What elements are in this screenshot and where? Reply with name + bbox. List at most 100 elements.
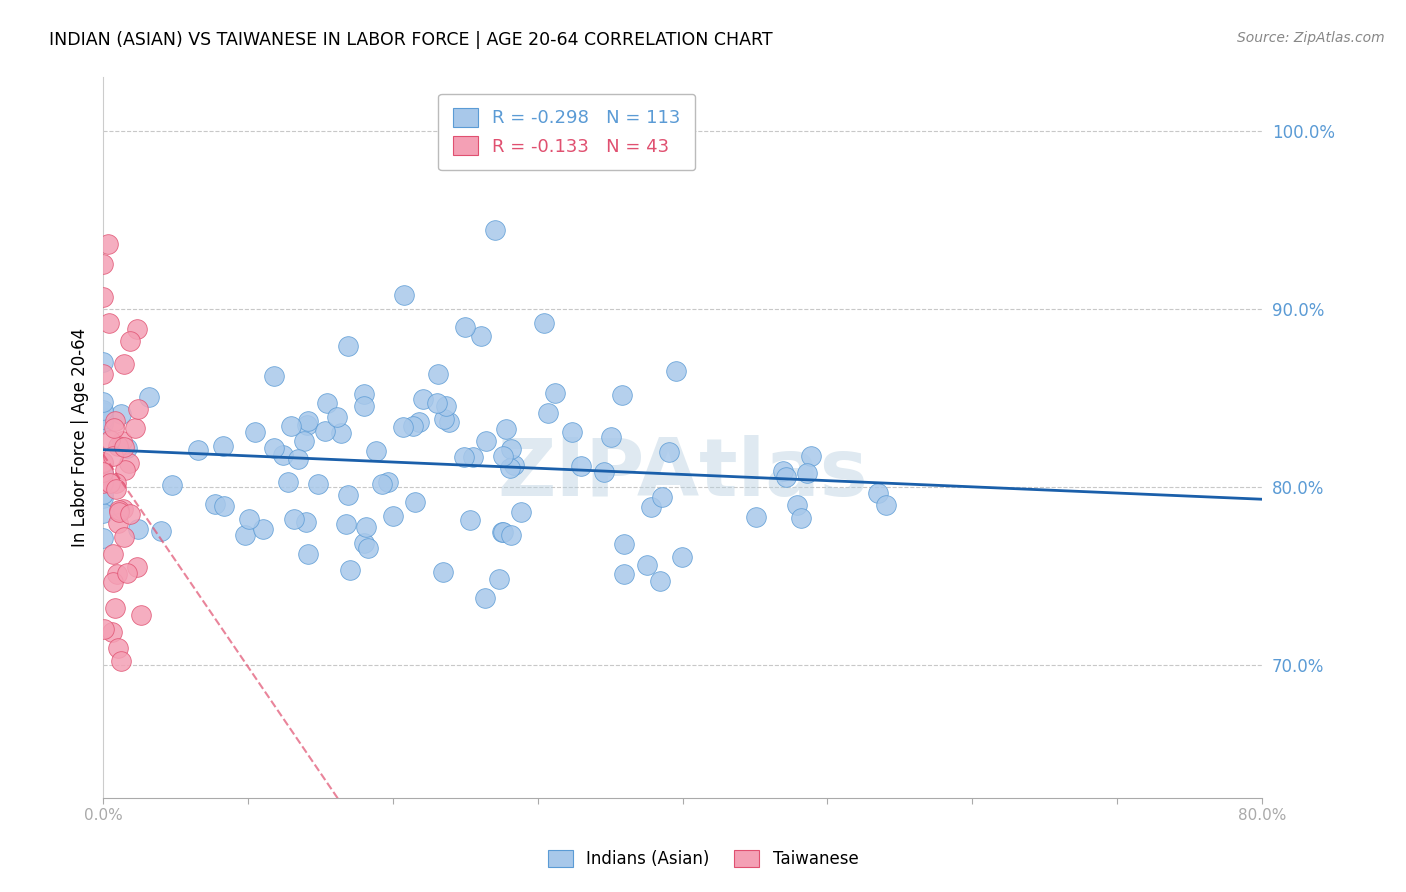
Point <box>101 547 124 561</box>
Point <box>339 563 361 577</box>
Point <box>287 451 309 466</box>
Point <box>503 458 526 473</box>
Point <box>499 461 522 475</box>
Point <box>129 607 152 622</box>
Point <box>745 509 768 524</box>
Point <box>91 395 114 409</box>
Point <box>91 465 114 479</box>
Point <box>107 640 129 655</box>
Point <box>91 405 114 419</box>
Point <box>103 601 125 615</box>
Point <box>91 409 114 424</box>
Point <box>382 509 405 524</box>
Point <box>336 339 359 353</box>
Point <box>110 654 132 668</box>
Point <box>108 503 131 517</box>
Y-axis label: In Labor Force | Age 20-64: In Labor Force | Age 20-64 <box>72 328 89 548</box>
Point <box>104 482 127 496</box>
Point <box>105 566 128 581</box>
Point <box>91 368 114 382</box>
Point <box>437 415 460 429</box>
Point <box>112 530 135 544</box>
Point <box>91 417 114 431</box>
Point <box>204 497 226 511</box>
Point <box>330 425 353 440</box>
Point <box>307 477 329 491</box>
Point <box>434 400 457 414</box>
Point <box>371 477 394 491</box>
Point <box>875 498 897 512</box>
Point <box>337 488 360 502</box>
Point <box>650 574 672 588</box>
Point <box>273 448 295 462</box>
Point <box>98 433 121 447</box>
Point <box>280 418 302 433</box>
Point <box>283 512 305 526</box>
Point <box>91 355 114 369</box>
Point <box>125 322 148 336</box>
Point <box>772 464 794 478</box>
Point <box>127 401 149 416</box>
Point <box>91 417 114 432</box>
Legend: Indians (Asian), Taiwanese: Indians (Asian), Taiwanese <box>541 843 865 875</box>
Point <box>357 541 380 556</box>
Legend: R = -0.298   N = 113, R = -0.133   N = 43: R = -0.298 N = 113, R = -0.133 N = 43 <box>439 94 695 170</box>
Point <box>104 414 127 428</box>
Point <box>138 390 160 404</box>
Point <box>91 475 114 490</box>
Point <box>866 486 889 500</box>
Point <box>295 515 318 529</box>
Point <box>238 512 260 526</box>
Point <box>412 392 434 407</box>
Text: Source: ZipAtlas.com: Source: ZipAtlas.com <box>1237 31 1385 45</box>
Point <box>537 406 560 420</box>
Point <box>91 531 114 545</box>
Point <box>112 357 135 371</box>
Point <box>124 421 146 435</box>
Point <box>392 288 415 302</box>
Point <box>91 456 114 470</box>
Point <box>314 425 336 439</box>
Point <box>460 513 482 527</box>
Point <box>295 418 318 433</box>
Point <box>796 467 818 481</box>
Point <box>488 572 510 586</box>
Point <box>103 421 125 435</box>
Point <box>108 505 131 519</box>
Point <box>658 445 681 459</box>
Point <box>118 507 141 521</box>
Point <box>115 441 138 455</box>
Point <box>118 456 141 470</box>
Point <box>640 500 662 514</box>
Point <box>98 475 121 490</box>
Point <box>492 524 515 539</box>
Point <box>335 516 357 531</box>
Point <box>101 574 124 589</box>
Point <box>463 450 485 465</box>
Point <box>671 549 693 564</box>
Point <box>252 522 274 536</box>
Point <box>665 364 688 378</box>
Point <box>118 334 141 348</box>
Point <box>408 415 430 429</box>
Point <box>610 388 633 402</box>
Point <box>316 395 339 409</box>
Point <box>101 625 124 640</box>
Point <box>492 449 515 463</box>
Point <box>800 449 823 463</box>
Point <box>91 290 114 304</box>
Point <box>427 367 450 381</box>
Point <box>404 495 426 509</box>
Point <box>453 450 475 464</box>
Point <box>127 522 149 536</box>
Point <box>470 329 492 343</box>
Point <box>613 536 636 550</box>
Point <box>91 411 114 425</box>
Point <box>187 442 209 457</box>
Point <box>499 528 522 542</box>
Point <box>377 475 399 489</box>
Point <box>150 524 173 538</box>
Point <box>292 434 315 448</box>
Point <box>98 316 121 330</box>
Point <box>91 467 114 482</box>
